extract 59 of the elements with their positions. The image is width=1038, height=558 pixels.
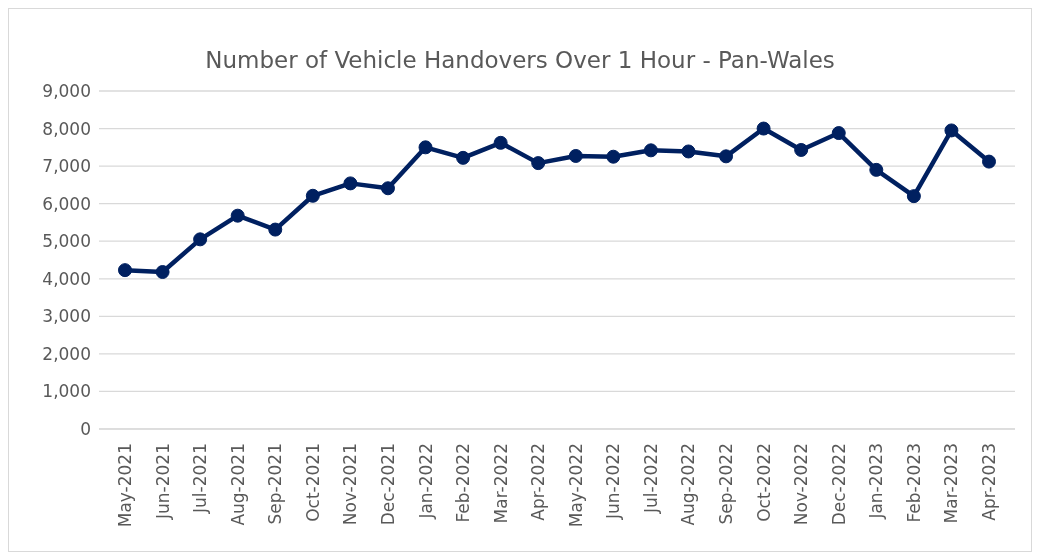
x-tick-label: Aug-2021 xyxy=(227,443,248,526)
y-tick-label: 8,000 xyxy=(42,118,91,139)
point xyxy=(982,154,996,169)
x-tick-label: Sep-2022 xyxy=(716,443,737,525)
x-tick-label: Dec-2022 xyxy=(828,443,849,526)
point xyxy=(643,143,658,158)
x-tick-label: Nov-2021 xyxy=(340,443,361,526)
point xyxy=(531,156,546,171)
point xyxy=(493,135,508,150)
x-tick-label: May-2021 xyxy=(115,443,135,528)
y-tick-label: 6,000 xyxy=(42,193,91,214)
point xyxy=(719,149,734,164)
point xyxy=(906,189,921,204)
point xyxy=(418,140,433,155)
x-tick-label: Jul-2021 xyxy=(190,443,211,514)
x-tick-label: Oct-2022 xyxy=(753,443,774,522)
point xyxy=(380,181,395,196)
y-tick-label: 1,000 xyxy=(42,381,91,402)
x-tick-label: Apr-2022 xyxy=(528,443,549,521)
x-tick-label: Sep-2021 xyxy=(265,443,286,525)
point xyxy=(193,232,208,247)
point xyxy=(230,208,245,223)
point xyxy=(305,188,320,203)
point xyxy=(268,222,283,237)
x-tick-label: May-2022 xyxy=(565,443,586,528)
point xyxy=(118,263,132,278)
x-tick-label: Oct-2021 xyxy=(302,443,323,522)
x-tick-label: Jun-2022 xyxy=(603,443,624,520)
point xyxy=(794,142,809,157)
point xyxy=(155,265,170,280)
point xyxy=(681,144,696,159)
point xyxy=(568,148,583,163)
y-tick-label: 9,000 xyxy=(42,81,91,102)
y-tick-label: 0 xyxy=(80,419,91,440)
point xyxy=(944,123,959,138)
x-tick-label: Feb-2022 xyxy=(453,443,474,523)
x-tick-label: Aug-2022 xyxy=(678,443,699,526)
x-tick-label: Jul-2022 xyxy=(640,443,661,514)
y-tick-label: 5,000 xyxy=(42,231,91,252)
point xyxy=(831,126,846,141)
point xyxy=(606,149,621,164)
y-tick-label: 4,000 xyxy=(42,268,91,289)
point xyxy=(869,162,884,177)
x-tick-label: Dec-2021 xyxy=(377,443,398,526)
y-tick-label: 2,000 xyxy=(42,343,91,364)
x-tick-label: Nov-2022 xyxy=(791,443,812,526)
y-tick-label: 7,000 xyxy=(42,156,91,177)
point xyxy=(343,176,358,191)
x-tick-label: Apr-2023 xyxy=(979,443,999,521)
chart-title: Number of Vehicle Handovers Over 1 Hour - Pan-Wales xyxy=(204,46,836,75)
point xyxy=(756,121,771,136)
x-tick-label: Mar-2023 xyxy=(941,443,962,524)
y-tick-label: 3,000 xyxy=(42,306,91,327)
x-tick-label: Feb-2023 xyxy=(903,443,924,523)
x-tick-label: Jan-2022 xyxy=(415,443,436,520)
point xyxy=(456,150,471,165)
x-tick-label: Mar-2022 xyxy=(490,443,511,524)
x-tick-label: Jun-2021 xyxy=(152,443,173,520)
x-tick-label: Jan-2023 xyxy=(866,443,887,520)
